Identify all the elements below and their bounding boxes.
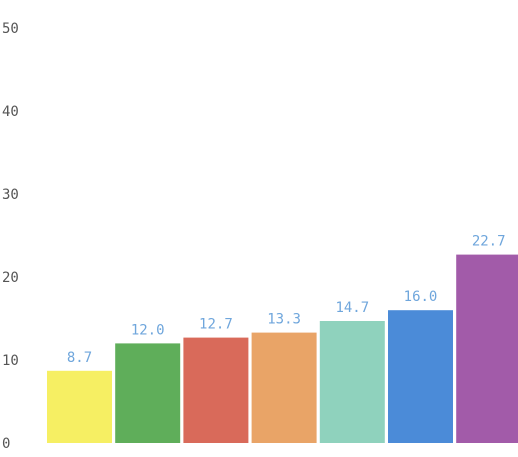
bar xyxy=(115,343,181,443)
y-tick-label: 50 xyxy=(2,21,19,37)
y-tick-label: 10 xyxy=(2,353,19,369)
y-tick-label: 30 xyxy=(2,187,19,203)
bar-value-label: 14.7 xyxy=(335,300,369,316)
bar xyxy=(319,321,385,443)
y-tick-label: 0 xyxy=(2,436,10,452)
y-tick-label: 20 xyxy=(2,270,19,286)
bar-value-label: 8.7 xyxy=(67,350,92,366)
bar-value-label: 12.0 xyxy=(131,322,165,338)
bar xyxy=(388,310,453,443)
y-tick-label: 40 xyxy=(2,104,19,120)
bar-value-label: 22.7 xyxy=(472,234,506,250)
bar-value-label: 16.0 xyxy=(404,289,438,305)
bar xyxy=(251,332,317,443)
bar xyxy=(47,370,112,443)
bar-value-label: 12.7 xyxy=(199,317,233,333)
bar xyxy=(456,254,518,443)
bar-value-label: 13.3 xyxy=(267,312,301,328)
data-labels-group: 8.7 12.0 12.7 13.3 14.7 16.0 22.7 xyxy=(67,234,506,366)
y-axis-ticks: 0 10 20 30 40 50 xyxy=(2,21,19,452)
bars-group xyxy=(47,254,518,443)
bar xyxy=(183,337,249,443)
